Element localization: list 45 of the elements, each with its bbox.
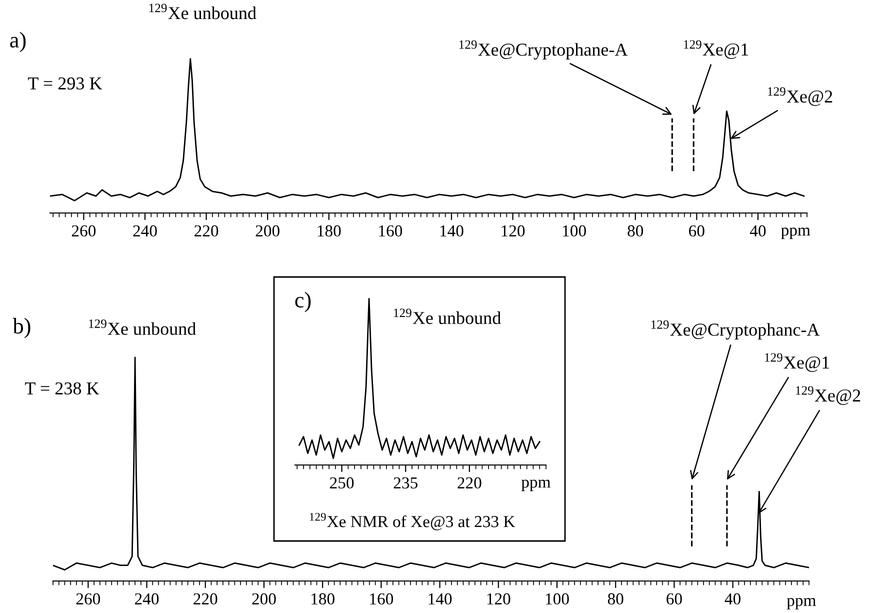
x-tick-label: 140 xyxy=(428,593,452,605)
x-tick-label: 180 xyxy=(318,225,341,237)
annotation: $^{129}$Xe NMR of Xe@3 at 233 K xyxy=(310,512,516,530)
x-axis-title: ppm xyxy=(521,480,551,492)
ref-line-label: $^{129}$Xe@Cryptophane-A xyxy=(459,40,628,60)
x-tick-label: 200 xyxy=(252,593,276,605)
x-tick-label: 235 xyxy=(394,477,418,489)
x-tick-label: 160 xyxy=(379,225,402,237)
x-tick-label: 260 xyxy=(72,225,96,237)
x-tick-label: 250 xyxy=(330,477,354,489)
text: a) xyxy=(10,32,26,52)
x-tick-label: 120 xyxy=(487,593,510,605)
x-tick-label: 220 xyxy=(458,477,482,489)
ref-line-label: $^{129}$Xe@1 xyxy=(684,40,748,59)
x-tick-label: 80 xyxy=(628,225,644,237)
x-tick-label: 100 xyxy=(563,225,586,237)
annotation: $^{129}$Xe@2 xyxy=(796,386,860,405)
x-tick-label: 60 xyxy=(666,593,682,605)
x-tick-label: 160 xyxy=(370,593,394,605)
annotation: $^{129}$Xe unbound xyxy=(149,4,256,20)
text: b) xyxy=(12,318,30,338)
x-tick-label: 120 xyxy=(502,225,525,237)
annotation: $^{129}$Xe@2 xyxy=(768,87,832,106)
x-tick-label: 220 xyxy=(194,225,218,237)
x-tick-label: 140 xyxy=(440,225,464,237)
annotation: c) xyxy=(295,292,311,312)
x-axis-title: ppm xyxy=(786,598,816,610)
x-tick-label: 240 xyxy=(133,225,157,237)
x-axis-title: ppm xyxy=(781,228,810,240)
x-tick-label: 40 xyxy=(724,593,741,605)
x-tick-label: 180 xyxy=(312,593,334,605)
x-tick-label: 60 xyxy=(689,225,704,237)
x-tick-label: 80 xyxy=(608,593,624,605)
x-tick-label: 200 xyxy=(256,225,280,237)
x-tick-label: 240 xyxy=(135,593,159,605)
x-tick-label: 100 xyxy=(546,593,569,605)
x-tick-label: 220 xyxy=(194,593,218,605)
x-tick-label: 40 xyxy=(750,225,766,237)
ref-line-label: $^{129}$Xe@1 xyxy=(765,353,830,372)
annotation: $^{129}$Xe unbound xyxy=(394,308,501,324)
annotation: T = 238 K xyxy=(25,382,100,395)
x-tick-label: 260 xyxy=(76,593,100,605)
annotation: T = 293 K xyxy=(28,77,102,90)
ref-line-label: $^{129}$Xe@Cryptophanc-A xyxy=(651,320,820,340)
annotation: $^{129}$Xe unbound xyxy=(89,319,196,335)
